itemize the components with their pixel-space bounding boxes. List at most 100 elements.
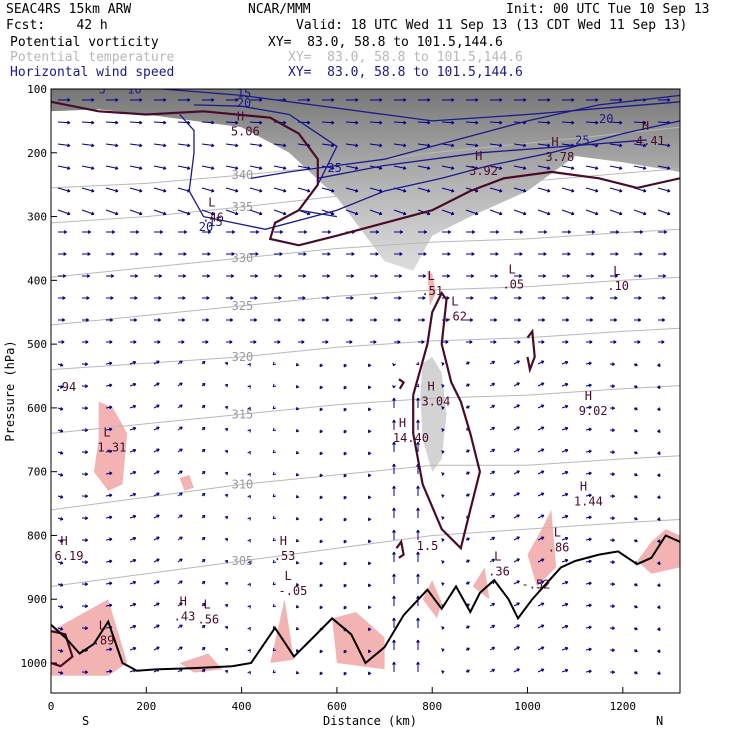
wind-vector-head [392,573,396,577]
wind-vector-head [495,252,499,256]
wind-vector-head [541,340,545,344]
wind-vector-head [494,274,498,278]
wind-vector-head [540,470,545,474]
wind-vector [273,209,287,215]
plot-frame [50,88,681,694]
wind-vector-head [663,230,667,234]
wind-vector-head [272,383,277,388]
wind-vector [129,187,143,192]
wind-vector [153,165,167,170]
wind-vector-head [108,383,113,388]
wind-vector-head [403,98,407,102]
wind-vector-head [132,514,137,519]
theta-label-340: 340 [232,168,254,182]
wind-vector-head [115,120,119,125]
wind-vector [537,624,545,629]
wind-vector-head [594,166,599,170]
wind-vector [657,121,671,124]
wind-vector-head [416,573,420,577]
negative-pv-region-2 [179,474,194,491]
wind-vector-head [519,252,523,256]
wind-vector-head [272,537,277,542]
wind-vector-head [373,318,377,322]
wind-vector-head [567,230,571,234]
wind-vector-head [282,166,287,170]
wind-vector [657,209,671,215]
wind-vector-head [224,603,229,608]
wind-vector-head [634,626,638,631]
wind-vector-head [540,426,545,430]
wind-vector [81,209,95,215]
wind-vector-head [258,166,263,170]
wind-vector [273,143,287,147]
wind-vector-head [441,582,445,586]
wind-vector-head [234,166,239,170]
extremum-value-23: .43 [174,609,196,623]
wind-vector-head [516,624,520,628]
wind-vector-head [466,361,470,366]
wind-vector-head [570,188,575,193]
wind-vector [537,121,551,124]
wind-vector-head [516,470,520,474]
wind-vector-head [325,340,329,344]
wind-vector [369,143,383,147]
wind-vector-head [657,495,661,499]
theta-label-310: 310 [232,477,254,491]
wind-vector-head [611,472,615,477]
wind-vector-head [230,274,234,278]
wind-vector-head [156,404,160,408]
wind-vector-head [115,98,119,102]
wind-vector-head [159,252,163,256]
wind-vector-head [426,166,431,170]
wind-vector-head [247,583,251,587]
wind-vector-head [272,449,277,454]
wind-vector-head [163,98,167,102]
wind-vector [513,143,527,147]
wind-vector-head [224,383,229,388]
wind-vector-head [84,516,88,521]
wind-vector [153,187,167,192]
wind-vector-head [566,274,570,278]
wind-vector-head [211,98,215,102]
wind-vector-head [588,449,592,454]
wind-vector-head [85,318,89,322]
wind-vector [345,143,359,147]
theta-contour-325 [51,276,680,326]
wind-vector [657,143,671,147]
wind-vector-head [546,188,551,193]
wind-vector-head [522,166,527,170]
wind-vector-head [325,318,329,322]
wind-vector-head [564,448,569,453]
wind-vector-head [327,230,331,234]
wind-vector [633,165,647,170]
wind-vector-head [343,583,347,588]
wind-vector-head [546,166,551,170]
extremum-value-11: 1.31 [97,440,126,454]
wind-vector-head [87,252,91,256]
wind-vector-head [588,647,592,652]
wind-vector-head [247,671,251,675]
x-tick-label-800: 800 [422,700,442,713]
wind-vector-head [351,252,355,256]
wind-vector-head [254,274,258,278]
wind-vector-head [427,143,431,148]
wind-vector [537,602,545,607]
wind-vector-head [279,252,283,256]
wind-vector-head [224,625,229,630]
wind-vector [393,209,407,215]
wind-vector-head [229,340,233,344]
wind-vector-head [588,361,592,366]
wind-vector-head [564,404,569,409]
wind-vector-head [540,580,545,584]
wind-vector [201,121,215,124]
negative-pv-region-3 [51,599,128,676]
wind-vector-head [565,340,569,344]
wind-vector-head [201,426,206,431]
wind-vector-head [84,362,88,367]
wind-vector-head [638,274,642,278]
wind-vector-head [224,471,229,476]
wind-vector-head [181,318,185,322]
wind-vector-head [156,448,160,452]
wind-vector-head [392,441,396,445]
extremum-value-25: .89 [93,634,115,648]
